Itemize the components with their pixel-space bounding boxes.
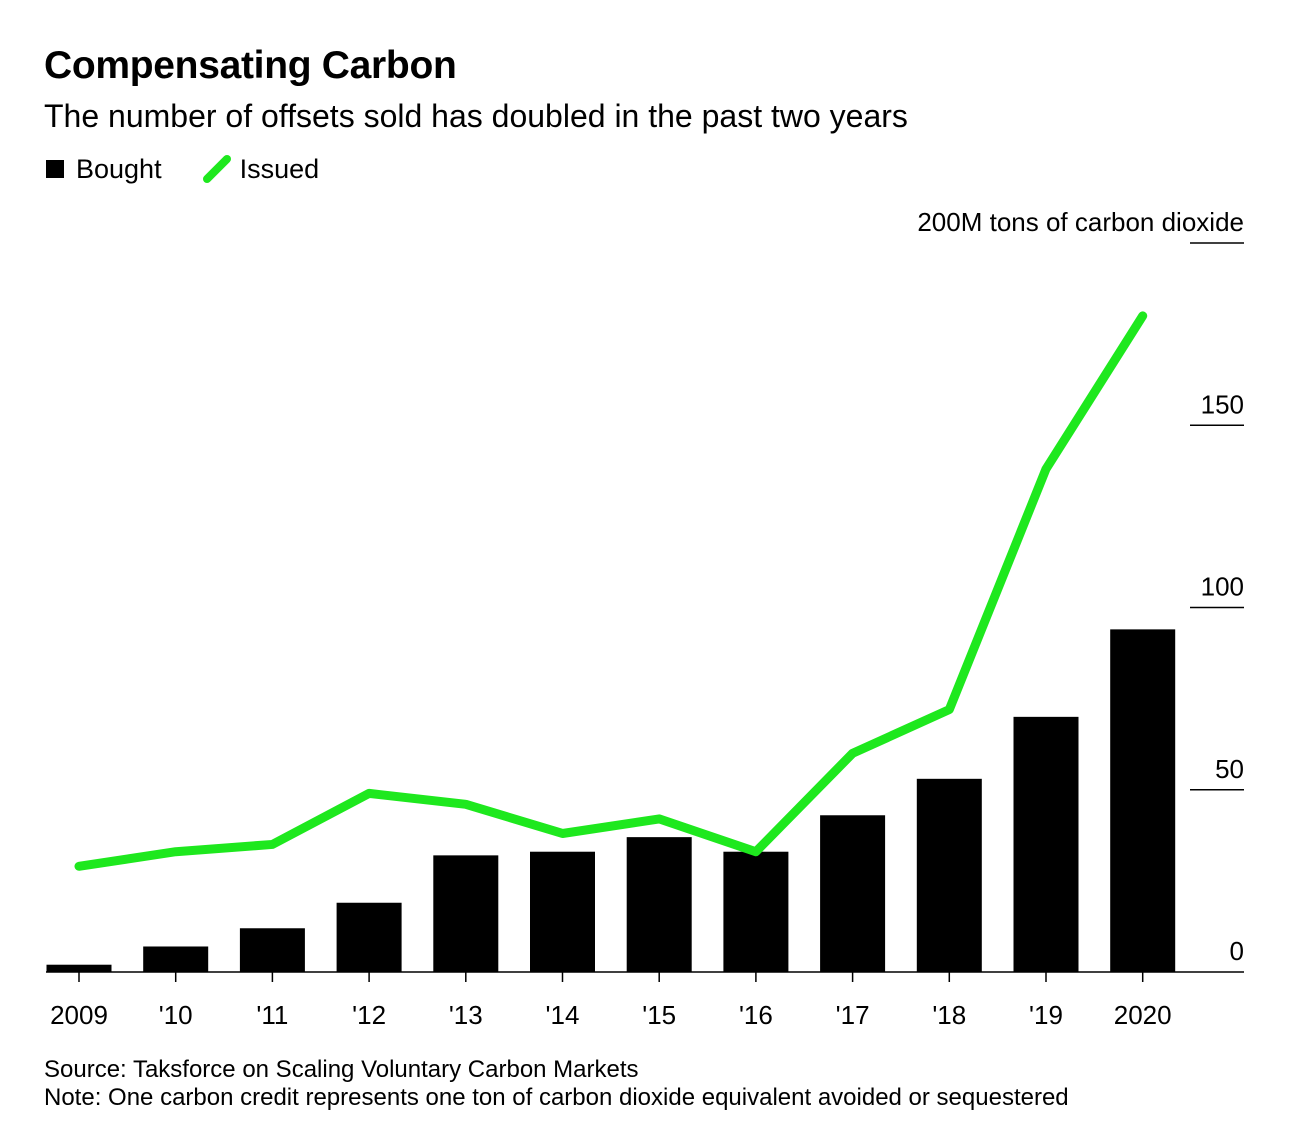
source-note: Source: Taksforce on Scaling Voluntary C… bbox=[44, 1056, 639, 1083]
y-tick-label-200: 200M tons of carbon dioxide bbox=[917, 207, 1244, 237]
line-issued bbox=[74, 311, 1148, 871]
legend: Bought Issued bbox=[46, 152, 359, 186]
line-issued-path bbox=[74, 311, 1148, 871]
x-axis: 2009 '10 '11 '12 '13 '14 '15 '16 '17 '18 '19 2020 bbox=[46, 971, 1244, 1030]
x-tick-label-'13: '13 bbox=[449, 1000, 483, 1030]
x-tick-label-'18: '18 bbox=[932, 1000, 966, 1030]
x-tick-label-2009: 2009 bbox=[50, 1000, 108, 1030]
x-tick-label-'19: '19 bbox=[1029, 1000, 1063, 1030]
legend-swatch-bought bbox=[46, 160, 64, 178]
bar-bought-'15 bbox=[626, 837, 692, 972]
x-tick-label-'12: '12 bbox=[352, 1000, 386, 1030]
x-tick-label-2020: 2020 bbox=[1114, 1000, 1172, 1030]
bar-bought-2009 bbox=[46, 964, 112, 972]
chart-plot: 0 50 100 150 200M tons of carbon dioxide 200… bbox=[46, 207, 1244, 1030]
bar-bought-'10 bbox=[143, 946, 209, 972]
legend-label-issued: Issued bbox=[239, 153, 320, 184]
bar-bought-'13 bbox=[433, 855, 499, 972]
legend-label-bought: Bought bbox=[76, 153, 162, 184]
footer-notes: Source: Taksforce on Scaling Voluntary C… bbox=[44, 1056, 1069, 1112]
bar-bought-'14 bbox=[530, 851, 595, 972]
x-tick-label-'16: '16 bbox=[739, 1000, 773, 1030]
bar-bought-'11 bbox=[239, 928, 305, 972]
bar-bought-2020 bbox=[1110, 629, 1176, 972]
y-tick-label-50: 50 bbox=[1215, 754, 1244, 784]
x-tick-label-'15: '15 bbox=[642, 1000, 676, 1030]
y-tick-label-150: 150 bbox=[1201, 389, 1244, 419]
chart-subtitle: The number of offsets sold has doubled i… bbox=[44, 98, 908, 134]
footnote: Note: One carbon credit represents one t… bbox=[44, 1084, 1069, 1111]
bar-bought-'12 bbox=[336, 902, 402, 972]
y-axis: 0 50 100 150 200M tons of carbon dioxide bbox=[917, 207, 1244, 966]
y-tick-label-100: 100 bbox=[1201, 572, 1244, 602]
legend-item-issued: Issued bbox=[202, 152, 320, 186]
y-tick-label-0: 0 bbox=[1230, 936, 1244, 966]
x-tick-label-'11: '11 bbox=[256, 1000, 288, 1030]
legend-item-bought: Bought bbox=[46, 154, 162, 185]
bar-bought-'18 bbox=[916, 778, 982, 972]
bar-bought-'19 bbox=[1013, 716, 1079, 972]
x-tick-label-'14: '14 bbox=[546, 1000, 580, 1030]
bar-bought-'17 bbox=[820, 815, 886, 972]
x-tick-label-'10: '10 bbox=[159, 1000, 193, 1030]
x-tick-label-'17: '17 bbox=[836, 1000, 870, 1030]
legend-swatch-issued bbox=[202, 155, 231, 183]
bars-bought bbox=[46, 629, 1176, 972]
bar-bought-'16 bbox=[723, 851, 789, 972]
chart-title: Compensating Carbon bbox=[44, 44, 457, 87]
